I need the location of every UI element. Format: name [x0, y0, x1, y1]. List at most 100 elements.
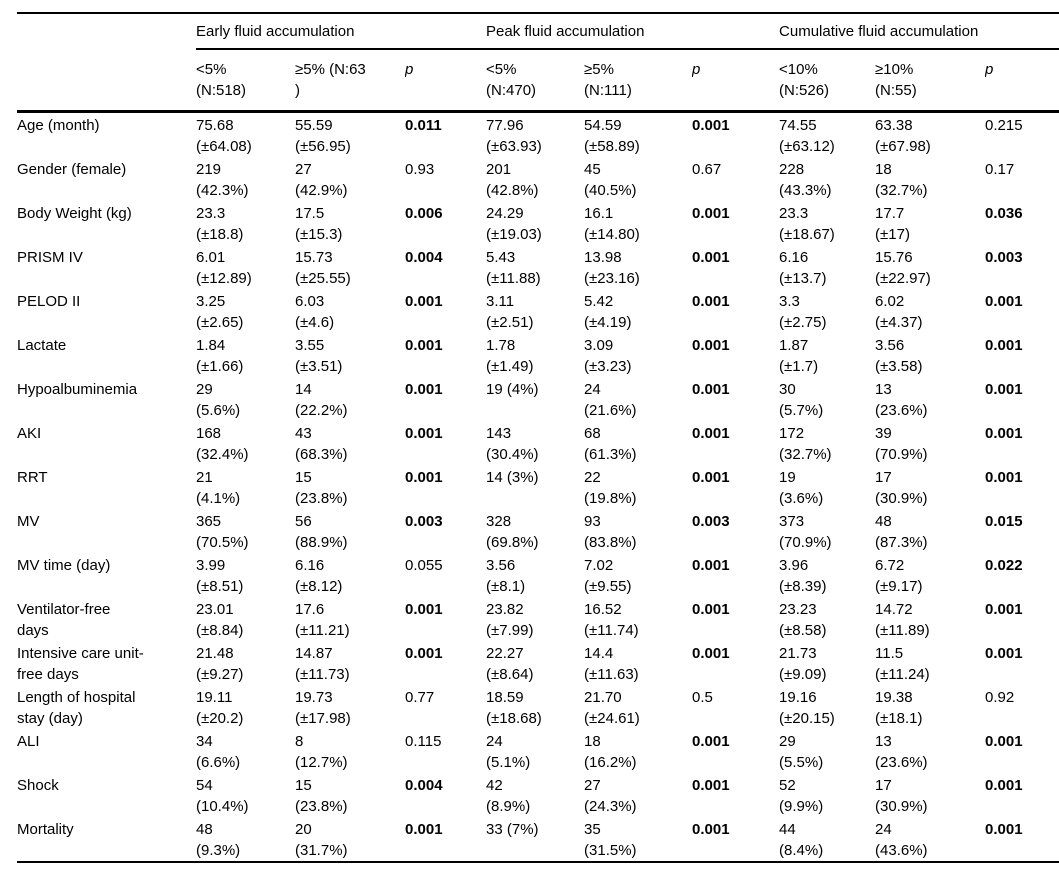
- text-line: (±18.8): [196, 226, 244, 243]
- text-line: days: [17, 622, 49, 639]
- p-value-cell: 0.67: [692, 157, 779, 201]
- text-line: (19.8%): [584, 490, 637, 507]
- text-line: (±18.68): [486, 710, 542, 727]
- value-cell: 24 (5.1%): [486, 729, 584, 773]
- value-cell: 45 (40.5%): [584, 157, 692, 201]
- text-line: 52: [779, 777, 796, 794]
- text-line: 0.215: [985, 117, 1023, 134]
- table-row-lactate: Lactate 1.84 (±1.66) 3.55 (±3.51) 0.001 1.78 (±…: [17, 333, 1059, 377]
- text-line: (±9.27): [196, 666, 244, 683]
- text-line: Intensive care unit-: [17, 645, 144, 662]
- text-line: 0.001: [692, 425, 730, 442]
- text-line: 0.001: [405, 469, 443, 486]
- text-line: 1.78: [486, 337, 516, 354]
- text-line: 22.27: [486, 645, 524, 662]
- text-line: ALI: [17, 733, 40, 750]
- column-header-10-n-526: <10% (N:526): [779, 49, 876, 113]
- value-cell: 228 (43.3%): [779, 157, 875, 201]
- text-line: 15: [295, 777, 312, 794]
- text-line: (83.8%): [584, 534, 637, 551]
- value-cell: 3.99 (±8.51): [196, 553, 295, 597]
- value-cell: 52 (9.9%): [779, 773, 875, 817]
- text-line: Ventilator-free: [17, 601, 111, 618]
- row-label: Mortality: [17, 817, 196, 862]
- text-line: 27: [584, 777, 601, 794]
- p-value-cell: 0.001: [692, 465, 779, 509]
- text-line: (68.3%): [295, 446, 348, 463]
- text-line: (±11.24): [875, 666, 930, 683]
- value-cell: 3.3 (±2.75): [779, 289, 875, 333]
- value-cell: 19.38 (±18.1): [875, 685, 985, 729]
- text-line: 15.73: [295, 249, 333, 266]
- text-line: 0.001: [985, 777, 1023, 794]
- text-line: 0.001: [405, 601, 443, 618]
- text-line: 21.70: [584, 689, 622, 706]
- value-cell: 44 (8.4%): [779, 817, 875, 862]
- value-cell: 24 (21.6%): [584, 377, 692, 421]
- text-line: 13.98: [584, 249, 622, 266]
- text-line: 29: [196, 381, 213, 398]
- text-line: (5.6%): [196, 402, 241, 419]
- text-line: (N:55): [875, 82, 917, 99]
- p-value-cell: 0.001: [692, 553, 779, 597]
- text-line: (±11.89): [875, 622, 930, 639]
- p-value-cell: 0.015: [985, 509, 1059, 553]
- text-line: (±14.80): [584, 226, 640, 243]
- p-value-cell: 0.003: [692, 509, 779, 553]
- text-line: 0.001: [985, 337, 1023, 354]
- value-cell: 365 (70.5%): [196, 509, 295, 553]
- text-line: 328: [486, 513, 512, 530]
- text-line: p: [405, 61, 414, 78]
- text-line: 6.02: [875, 293, 905, 310]
- text-line: (±63.12): [779, 138, 835, 155]
- text-line: PELOD II: [17, 293, 81, 310]
- text-line: (±2.65): [196, 314, 244, 331]
- p-value-cell: 0.036: [985, 201, 1059, 245]
- text-line: (±11.73): [295, 666, 350, 683]
- p-column-header: p: [405, 49, 487, 113]
- text-line: 0.001: [692, 469, 730, 486]
- p-value-cell: 0.001: [985, 773, 1059, 817]
- text-line: (31.7%): [295, 842, 348, 859]
- value-cell: 19.16 (±20.15): [779, 685, 875, 729]
- p-value-cell: 0.5: [692, 685, 779, 729]
- text-line: 0.001: [692, 557, 730, 574]
- value-cell: 39 (70.9%): [875, 421, 985, 465]
- p-value-cell: 0.001: [692, 597, 779, 641]
- p-value-cell: 0.001: [692, 245, 779, 289]
- text-line: (32.4%): [196, 446, 249, 463]
- text-line: (4.1%): [196, 490, 241, 507]
- text-line: (40.5%): [584, 182, 637, 199]
- text-line: 24.29: [486, 205, 524, 222]
- text-line: 0.115: [405, 733, 442, 750]
- text-line: 0.001: [985, 733, 1023, 750]
- text-line: (±9.09): [779, 666, 827, 683]
- text-line: 0.001: [985, 425, 1023, 442]
- table-row-mv-time-day: MV time (day) 3.99 (±8.51) 6.16 (±8.12) 0.055…: [17, 553, 1059, 597]
- table-row-hypoalbuminemia: Hypoalbuminemia 29 (5.6%) 14 (22.2%) 0.001 19 …: [17, 377, 1059, 421]
- table-row-mortality: Mortality 48 (9.3%) 20 (31.7%) 0.001 33 (7%) 35…: [17, 817, 1059, 862]
- text-line: (±1.7): [779, 358, 819, 375]
- text-line: (±9.55): [584, 578, 632, 595]
- text-line: PRISM IV: [17, 249, 83, 266]
- text-line: 39: [875, 425, 892, 442]
- text-line: (8.9%): [486, 798, 531, 815]
- p-value-cell: 0.001: [985, 421, 1059, 465]
- text-line: (21.6%): [584, 402, 637, 419]
- text-line: 43: [295, 425, 312, 442]
- text-line: (±7.99): [486, 622, 534, 639]
- row-label: Age (month): [17, 112, 196, 158]
- text-line: 48: [196, 821, 213, 838]
- value-cell: 3.55 (±3.51): [295, 333, 405, 377]
- p-value-cell: 0.77: [405, 685, 486, 729]
- value-cell: 54 (10.4%): [196, 773, 295, 817]
- value-cell: 43 (68.3%): [295, 421, 405, 465]
- value-cell: 14.4 (±11.63): [584, 641, 692, 685]
- text-line: Age (month): [17, 117, 100, 134]
- text-line: 3.56: [875, 337, 905, 354]
- text-line: 42: [486, 777, 503, 794]
- text-line: Length of hospital: [17, 689, 136, 706]
- text-line: 35: [584, 821, 601, 838]
- value-cell: 23.01 (±8.84): [196, 597, 295, 641]
- text-line: (70.9%): [875, 446, 928, 463]
